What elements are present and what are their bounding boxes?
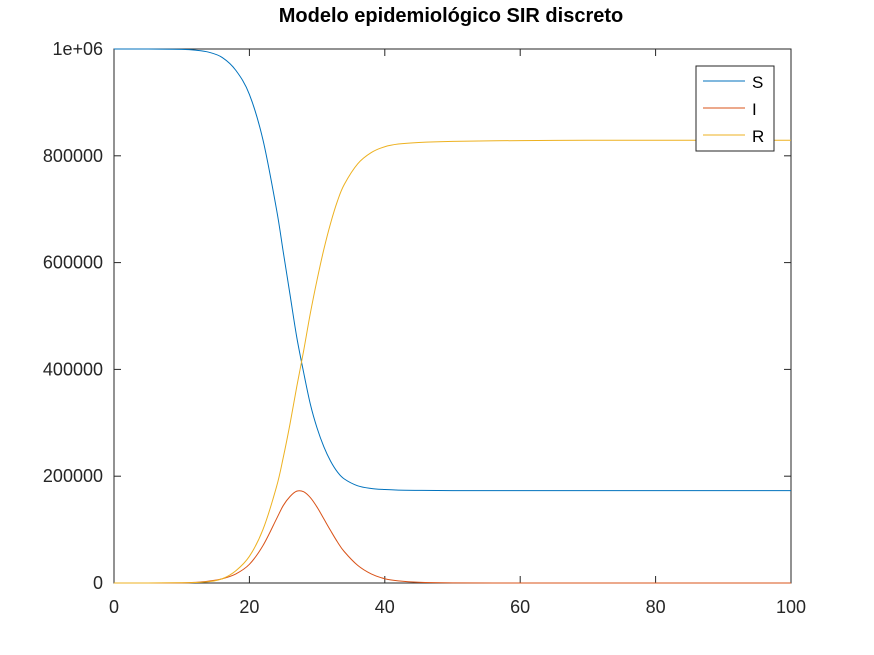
series-lines	[113, 48, 791, 584]
y-tick-label: 200000	[43, 466, 103, 486]
x-tick-label: 100	[776, 597, 806, 617]
x-tick-label: 40	[375, 597, 395, 617]
x-tick-label: 20	[239, 597, 259, 617]
legend-label-s: S	[752, 73, 763, 92]
legend: S I R	[695, 65, 775, 152]
chart-title: Modelo epidemiológico SIR discreto	[279, 5, 623, 27]
y-tick-label: 1e+06	[52, 39, 103, 59]
legend-label-i: I	[752, 100, 757, 119]
y-tick-label: 0	[93, 573, 103, 593]
y-tick-label: 800000	[43, 146, 103, 166]
y-tick-label: 400000	[43, 359, 103, 379]
x-tick-label: 80	[646, 597, 666, 617]
series-line-r	[113, 139, 791, 584]
legend-label-r: R	[752, 127, 764, 146]
series-line-s	[113, 48, 791, 492]
x-axis: 0 20 40 60 80 100	[109, 49, 806, 617]
x-tick-label: 0	[109, 597, 119, 617]
x-tick-label: 60	[510, 597, 530, 617]
y-tick-label: 600000	[43, 253, 103, 273]
y-axis: 0 200000 400000 600000 800000 1e+06	[43, 39, 791, 593]
